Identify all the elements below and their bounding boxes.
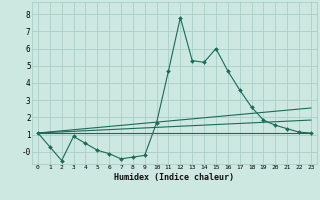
X-axis label: Humidex (Indice chaleur): Humidex (Indice chaleur): [115, 173, 234, 182]
